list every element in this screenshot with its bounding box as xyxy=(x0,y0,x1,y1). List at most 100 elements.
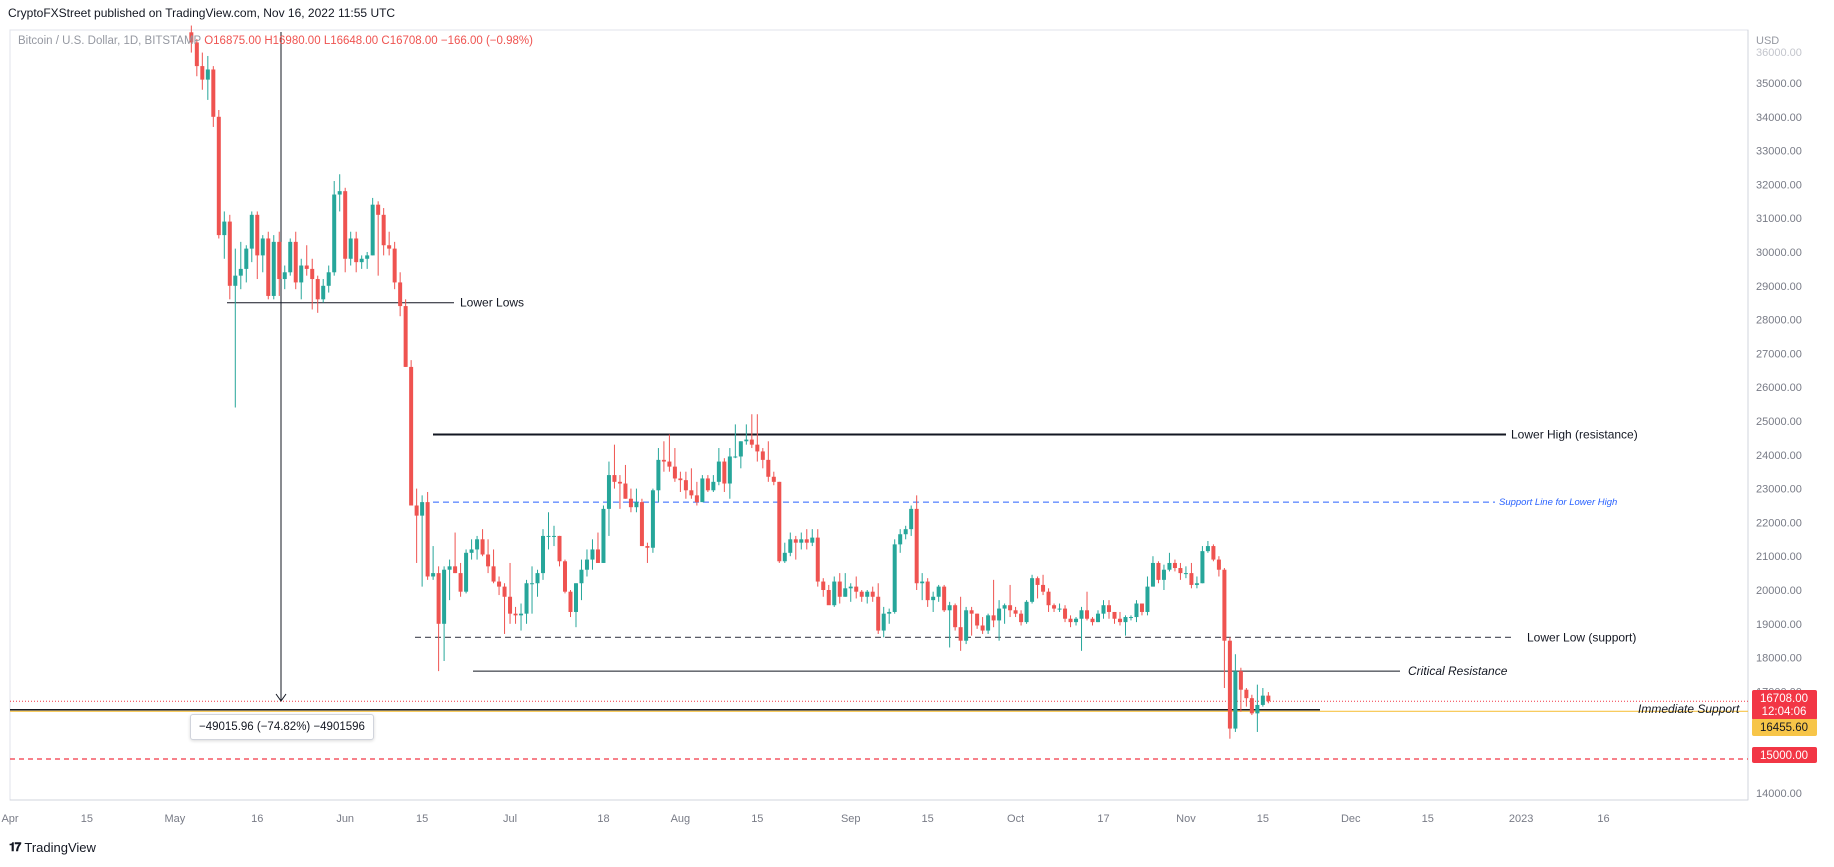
price-axis-tick: 30000.00 xyxy=(1756,247,1802,259)
candle xyxy=(815,529,820,587)
candle xyxy=(508,562,513,624)
candle-body xyxy=(1024,601,1029,623)
candle xyxy=(1189,562,1194,589)
candle xyxy=(595,532,600,563)
candle-body xyxy=(1052,605,1057,609)
candle-body xyxy=(513,613,518,616)
candle xyxy=(1255,684,1260,732)
candle xyxy=(760,448,765,469)
candle xyxy=(623,464,628,499)
candle xyxy=(766,441,771,482)
candle xyxy=(1046,588,1051,612)
candle-body xyxy=(678,478,683,481)
candle xyxy=(447,559,452,601)
candle xyxy=(343,187,348,273)
candle-body xyxy=(464,552,469,592)
candle-body xyxy=(573,583,578,612)
candle xyxy=(661,441,666,472)
price-axis-tick: 32000.00 xyxy=(1756,179,1802,191)
price-axis-tick: 24000.00 xyxy=(1756,450,1802,462)
candle-body xyxy=(749,439,754,445)
candle-body xyxy=(1057,608,1062,610)
candle-body xyxy=(469,549,474,553)
price-axis-tick: 36000.00 xyxy=(1756,47,1802,59)
candle xyxy=(1123,615,1128,636)
candle xyxy=(310,258,315,310)
footer-brand: TradingView xyxy=(24,840,96,855)
candle xyxy=(194,39,199,77)
price-axis-tick: 14000.00 xyxy=(1756,788,1802,800)
candle-body xyxy=(1128,617,1133,619)
candle xyxy=(612,444,617,489)
time-axis-tick: 15 xyxy=(416,813,428,825)
candle xyxy=(381,208,386,256)
price-axis-tick: 19000.00 xyxy=(1756,619,1802,631)
candle xyxy=(1238,667,1243,712)
candle xyxy=(420,495,425,587)
candle xyxy=(590,539,595,570)
candle-body xyxy=(590,549,595,560)
candle-body xyxy=(238,268,243,276)
time-axis-tick: 15 xyxy=(922,813,934,825)
symbol-legend[interactable]: Bitcoin / U.S. Dollar, 1D, BITSTAMP O168… xyxy=(18,35,533,47)
candle-body xyxy=(1096,613,1101,623)
candle xyxy=(859,590,864,602)
candle-body xyxy=(969,610,974,614)
candle xyxy=(881,606,886,638)
candle-body xyxy=(1172,562,1177,569)
price-axis-tick: 25000.00 xyxy=(1756,416,1802,428)
candle xyxy=(398,272,403,317)
candle-body xyxy=(617,481,622,484)
candle xyxy=(678,471,683,492)
candle-body xyxy=(326,272,331,286)
candle-body xyxy=(689,490,694,496)
candle xyxy=(200,52,205,90)
ohlc-open: O16875.00 xyxy=(204,35,262,47)
candle xyxy=(980,617,985,634)
candle xyxy=(606,461,611,536)
candle xyxy=(552,525,557,547)
candle xyxy=(953,603,958,631)
time-axis-tick: 17 xyxy=(1097,813,1109,825)
candle xyxy=(854,576,859,599)
candle-body xyxy=(535,573,540,584)
candle-body xyxy=(546,535,551,537)
candle xyxy=(832,576,837,607)
candle xyxy=(288,238,293,276)
candle-body xyxy=(892,544,897,612)
candle-body xyxy=(898,534,903,545)
candle-body xyxy=(777,481,782,562)
candle-body xyxy=(293,241,298,283)
time-axis-tick: Dec xyxy=(1341,813,1361,825)
candle-body xyxy=(552,535,557,537)
candle-body xyxy=(376,204,381,215)
candle-body xyxy=(870,591,875,597)
candle-body xyxy=(788,539,793,553)
candle xyxy=(277,231,282,296)
candle-body xyxy=(436,573,441,624)
candle-body xyxy=(1139,603,1144,612)
candle-body xyxy=(705,478,710,491)
candle-body xyxy=(821,581,826,590)
candle xyxy=(453,532,458,574)
candle xyxy=(359,255,364,269)
candle xyxy=(1008,584,1013,618)
candle xyxy=(1085,591,1090,621)
candle-body xyxy=(914,508,919,584)
candle-body xyxy=(1150,562,1155,587)
immediate-support-tag: 16455.60 xyxy=(1752,719,1817,736)
tradingview-footer[interactable]: 𝟏𝟕 TradingView xyxy=(9,840,96,855)
candle-body xyxy=(480,539,485,555)
candle xyxy=(909,505,914,536)
symbol-name: Bitcoin / U.S. Dollar, 1D, BITSTAMP xyxy=(18,35,201,47)
candle xyxy=(1052,603,1057,612)
candle xyxy=(826,584,831,606)
countdown-value: 12:04:06 xyxy=(1762,706,1807,718)
candle xyxy=(733,424,738,459)
candle xyxy=(958,596,963,651)
candle-body xyxy=(1183,573,1188,575)
publish-header: CryptoFXStreet published on TradingView.… xyxy=(8,6,396,20)
last-price-value: 16708.00 xyxy=(1760,693,1808,705)
candle xyxy=(782,542,787,563)
